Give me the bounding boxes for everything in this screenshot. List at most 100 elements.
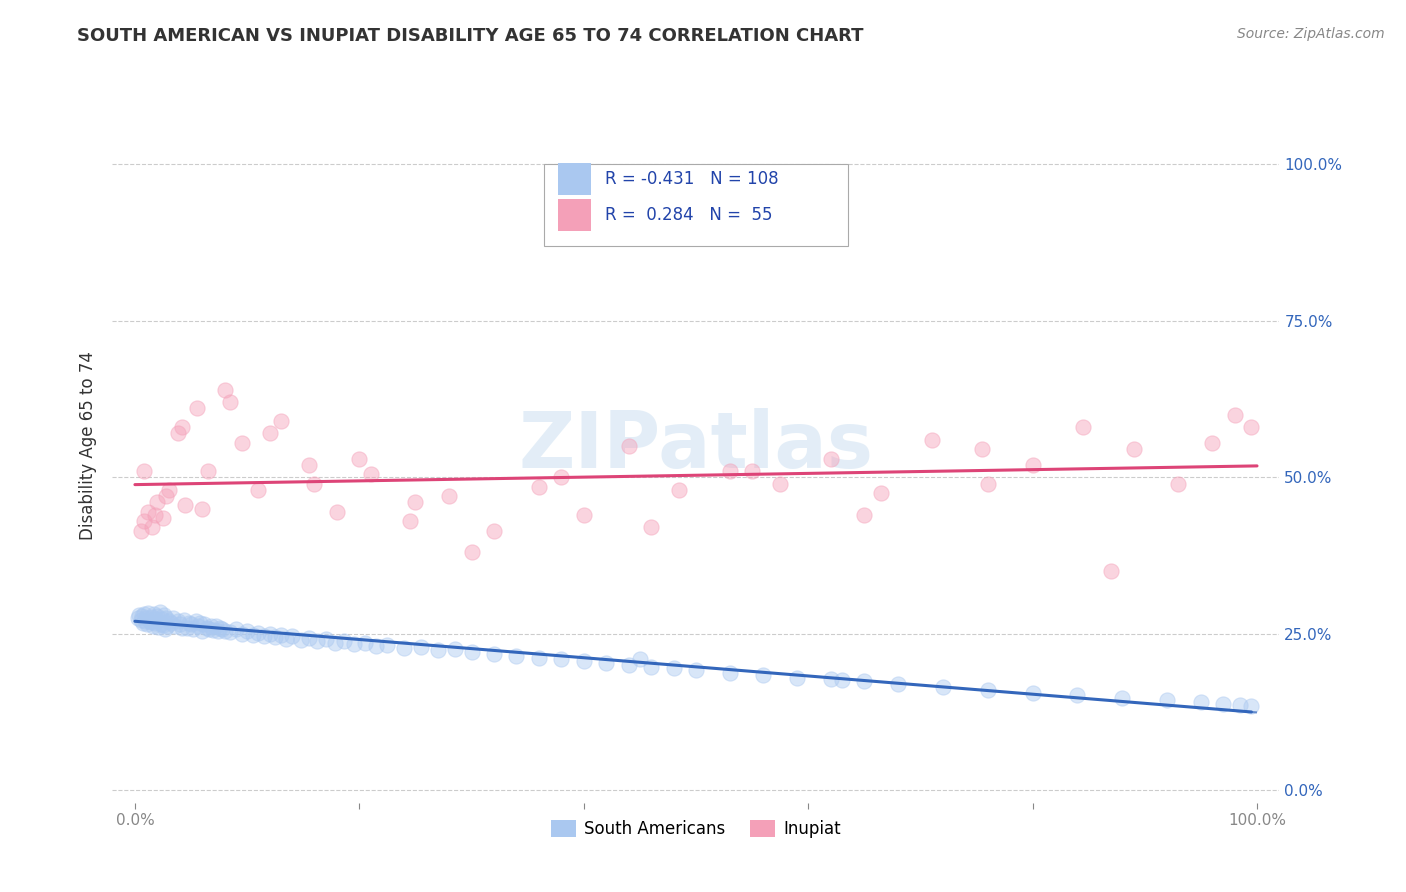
Point [550, 470, 572, 484]
Point [527, 650, 550, 665]
Point [132, 514, 155, 528]
Point [332, 634, 354, 648]
Point [550, 652, 572, 666]
Text: R =  0.284   N =  55: R = 0.284 N = 55 [605, 206, 772, 225]
Point [972, 442, 994, 457]
Point [276, 632, 298, 646]
Point [976, 683, 998, 698]
Point [149, 616, 172, 631]
Point [173, 613, 195, 627]
Point [404, 495, 426, 509]
Point [304, 476, 326, 491]
Point [718, 665, 741, 680]
Point [231, 627, 253, 641]
Point [1240, 699, 1263, 714]
Point [685, 663, 707, 677]
Point [153, 607, 176, 622]
Point [305, 634, 328, 648]
Point [138, 505, 160, 519]
Point [152, 511, 174, 525]
Point [132, 615, 155, 630]
Point [628, 652, 651, 666]
Point [138, 606, 160, 620]
Point [141, 610, 163, 624]
Point [769, 476, 792, 491]
Point [595, 657, 617, 671]
Point [354, 635, 377, 649]
Point [177, 615, 200, 630]
Point [281, 629, 304, 643]
Point [572, 654, 595, 668]
Point [247, 483, 270, 497]
Point [270, 414, 292, 428]
Point [180, 617, 202, 632]
Text: R = -0.431   N = 108: R = -0.431 N = 108 [605, 170, 779, 188]
Point [146, 608, 169, 623]
Point [820, 673, 842, 687]
Point [259, 627, 281, 641]
Point [270, 628, 292, 642]
Point [170, 621, 193, 635]
Y-axis label: Disability Age 65 to 74: Disability Age 65 to 74 [79, 351, 97, 541]
Point [211, 622, 233, 636]
Point [1189, 695, 1212, 709]
Point [200, 618, 222, 632]
Point [1099, 564, 1122, 578]
Point [343, 637, 366, 651]
Point [253, 629, 276, 643]
Point [298, 631, 321, 645]
Point [315, 632, 337, 647]
Point [166, 426, 188, 441]
Point [741, 464, 763, 478]
Point [409, 640, 432, 654]
Point [166, 614, 188, 628]
Point [668, 483, 690, 497]
Point [1021, 458, 1043, 472]
Point [377, 638, 399, 652]
Point [1240, 420, 1263, 434]
Point [135, 610, 157, 624]
Point [921, 433, 943, 447]
Point [870, 486, 893, 500]
Point [174, 499, 197, 513]
Point [136, 617, 159, 632]
Point [264, 630, 287, 644]
Point [443, 641, 465, 656]
Point [219, 395, 242, 409]
Point [786, 671, 808, 685]
Point [1071, 420, 1094, 434]
Point [129, 613, 152, 627]
Point [527, 480, 550, 494]
Point [572, 508, 595, 522]
Point [143, 616, 166, 631]
FancyBboxPatch shape [544, 164, 848, 246]
Point [162, 611, 184, 625]
Point [1066, 688, 1088, 702]
Point [820, 451, 842, 466]
Point [207, 624, 229, 639]
Point [132, 607, 155, 621]
Point [128, 607, 150, 622]
Point [202, 623, 225, 637]
Point [1021, 685, 1043, 699]
Point [131, 609, 153, 624]
Point [662, 661, 685, 675]
Point [259, 426, 281, 441]
Point [197, 464, 219, 478]
Point [360, 467, 382, 482]
Point [188, 616, 211, 631]
Point [155, 622, 177, 636]
Point [326, 505, 349, 519]
Point [392, 641, 416, 656]
Point [187, 619, 209, 633]
Point [853, 508, 876, 522]
FancyBboxPatch shape [558, 199, 591, 231]
Point [155, 489, 177, 503]
Point [132, 464, 155, 478]
Point [290, 633, 312, 648]
Point [640, 520, 662, 534]
Point [831, 673, 853, 687]
Point [169, 616, 191, 631]
Point [1212, 697, 1234, 711]
Point [129, 524, 152, 538]
